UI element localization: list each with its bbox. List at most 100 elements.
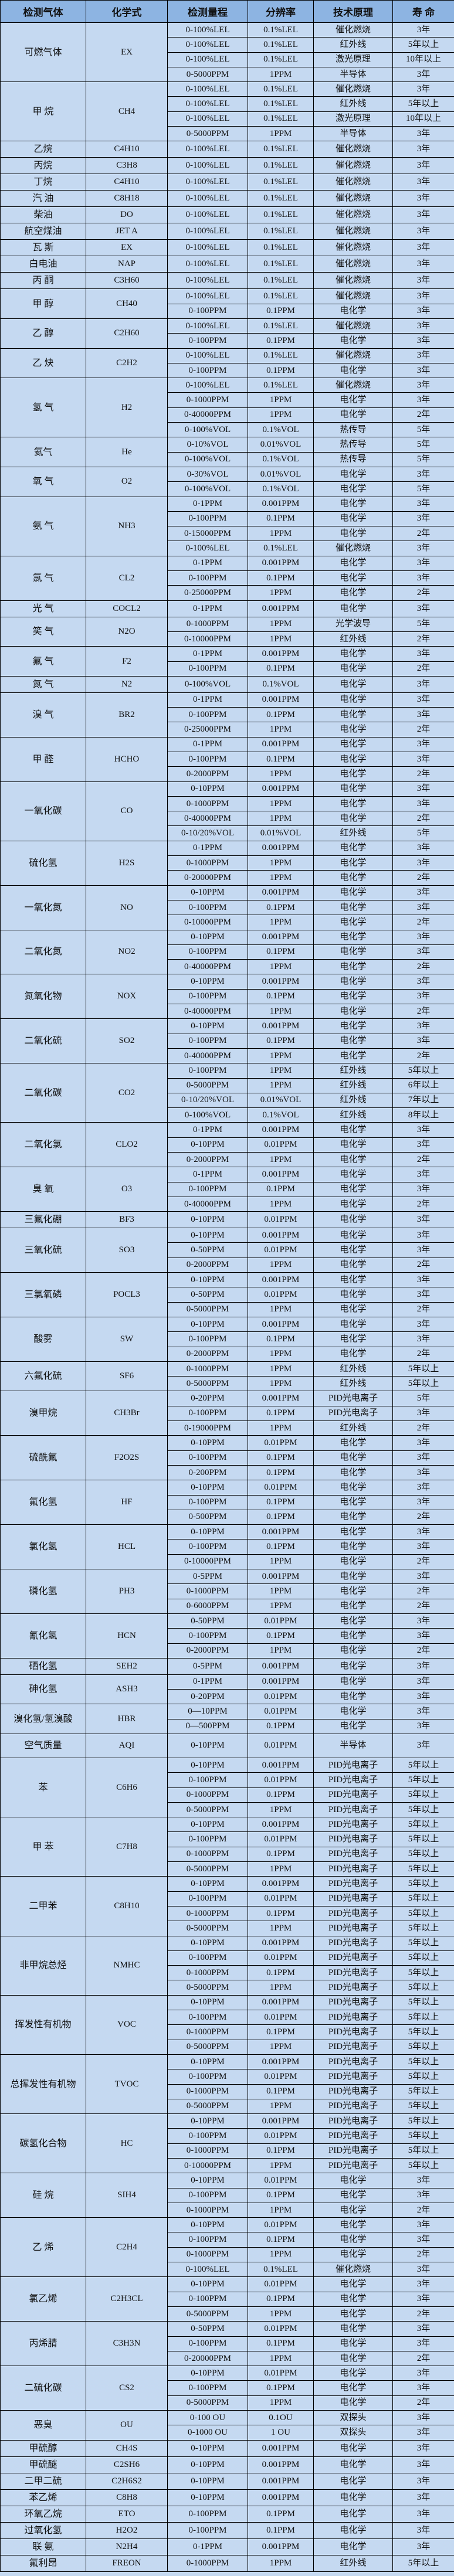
range-cell: 0-20PPM <box>167 1391 248 1406</box>
resolution-cell: 0.001PPM <box>248 1994 314 2011</box>
formula-cell: HC <box>86 2113 168 2174</box>
range-cell: 0-40000PPM <box>167 811 248 827</box>
table-row: 0-5000PPM 1PPM PID光电离子 5年以上 <box>1 2098 454 2115</box>
range-cell: 0-100PPM <box>167 1494 248 1510</box>
resolution-cell: 0.01PPM <box>248 2010 314 2026</box>
resolution-cell: 1PPM <box>248 1861 314 1877</box>
table-row: 氟利昂 FREON 0-1000PPM 1PPM 红外线 5年以上 <box>0 2554 454 2572</box>
range-cell: 0-20000PPM <box>167 2350 248 2367</box>
resolution-cell: 0.001PPM <box>248 1876 314 1892</box>
resolution-cell: 0.1PPM <box>248 707 314 723</box>
resolution-cell: 0.1%LEL <box>248 81 314 97</box>
table-row: 碳氢化合物 HC 0-10PPM 0.001PPM PID光电离子 5年以上 <box>0 2113 454 2174</box>
gas-name-cell: 丙烯腈 <box>0 2321 86 2367</box>
formula-cell: C2H4 <box>86 2217 168 2278</box>
table-row: 0-5000PPM 1PPM PID光电离子 5年以上 <box>1 1980 454 1996</box>
principle-cell: 电化学 <box>313 1480 393 1496</box>
principle-cell: 电化学 <box>313 1613 393 1629</box>
range-cell: 0-10PPM <box>167 1272 248 1288</box>
range-cell: 0-5000PPM <box>167 2098 248 2115</box>
lifespan-cell: 3年 <box>392 378 454 393</box>
gas-name-cell: 氮 气 <box>0 675 86 693</box>
principle-cell: 电化学 <box>313 2350 393 2367</box>
table-row: 氮 气 N2 0-100%VOL 0.1%VOL 电化学 3年 <box>0 675 454 693</box>
range-cell: 0-1000PPM <box>167 2202 248 2218</box>
resolution-cell: 0.1%LEL <box>248 157 314 175</box>
range-cell: 0-100PPM <box>167 303 248 319</box>
formula-cell: C4H10 <box>86 174 168 191</box>
resolution-cell: 0.01PPM <box>248 1480 314 1496</box>
formula-cell: HCHO <box>86 736 168 782</box>
formula-cell: C7H8 <box>86 1817 168 1877</box>
table-row: 0-40000PPM 1PPM 电化学 2年 <box>1 1196 454 1212</box>
formula-cell: SO3 <box>86 1228 168 1273</box>
table-row: 甲 烷 CH4 0-100%LEL 0.1%LEL 催化燃烧 3年 <box>0 81 454 142</box>
formula-cell: PH3 <box>86 1569 168 1614</box>
resolution-cell: 0.1PPM <box>248 1509 314 1525</box>
principle-cell: 电化学 <box>313 1450 393 1466</box>
range-cell: 0-40000PPM <box>167 1196 248 1212</box>
lifespan-cell: 3年 <box>392 1569 454 1585</box>
formula-cell: C8H8 <box>86 2489 168 2506</box>
range-cell: 0-10PPM <box>167 2276 248 2292</box>
range-cell: 0-100PPM <box>167 2505 248 2523</box>
resolution-cell: 1PPM <box>248 1346 314 1362</box>
principle-cell: PID光电离子 <box>313 1994 393 2011</box>
principle-cell: 电化学 <box>313 1494 393 1510</box>
principle-cell: 催化燃烧 <box>313 272 393 290</box>
range-cell: 0-5000PPM <box>167 2306 248 2322</box>
principle-cell: 催化燃烧 <box>313 318 393 334</box>
lifespan-cell: 2年 <box>392 585 454 601</box>
resolution-cell: 0.01PPM <box>248 2366 314 2381</box>
table-row: 环氧乙烷 ETO 0-100PPM 0.1PPM 电化学 3年 <box>0 2505 454 2523</box>
gas-name-cell: 丙烷 <box>0 157 86 175</box>
range-cell: 0-40000PPM <box>167 407 248 423</box>
principle-cell: 电化学 <box>313 407 393 423</box>
gas-name-cell: 氯化氢 <box>0 1524 86 1570</box>
gas-name-cell: 氯乙烯 <box>0 2276 86 2322</box>
range-cell: 0-1PPM <box>167 840 248 857</box>
principle-cell: 电化学 <box>313 1628 393 1644</box>
lifespan-cell: 5年以上 <box>392 2010 454 2026</box>
resolution-cell: 0.01PPM <box>248 1435 314 1451</box>
principle-cell: 红外线 <box>313 1063 393 1079</box>
gas-name-cell: 非甲烷总烃 <box>0 1935 86 1996</box>
table-row: 0-5000PPM 1PPM 红外线 6年以上 <box>1 1078 454 1093</box>
principle-cell: 电化学 <box>313 988 393 1005</box>
formula-cell: C2SH6 <box>86 2456 168 2473</box>
gas-name-cell: 二氧化氯 <box>0 1122 86 1168</box>
table-row: 乙烷 C4H10 0-100%LEL 0.1%LEL 催化燃烧 3年 <box>0 141 454 158</box>
resolution-cell: 0.1PPM <box>248 1846 314 1863</box>
header-range: 检测量程 <box>167 0 248 23</box>
formula-cell: VOC <box>86 1994 168 2055</box>
table-row: 0-100PPM 0.1PPM 电化学 3年 <box>1 362 454 379</box>
lifespan-cell: 3年 <box>392 496 454 512</box>
principle-cell: 电化学 <box>313 1643 393 1659</box>
resolution-cell: 0.1%LEL <box>248 378 314 393</box>
principle-cell: 激光原理 <box>313 52 393 67</box>
principle-cell: PID光电离子 <box>313 1772 393 1788</box>
range-cell: 0-1000PPM <box>167 1905 248 1922</box>
lifespan-cell: 3年 <box>392 885 454 900</box>
principle-cell: 电化学 <box>313 1004 393 1019</box>
range-cell: 0-100%LEL <box>167 37 248 53</box>
formula-cell: O2 <box>86 466 168 497</box>
lifespan-cell: 3年 <box>392 1494 454 1510</box>
table-row: 0-20000PPM 1PPM 电化学 2年 <box>1 870 454 886</box>
resolution-cell: 0.01PPM <box>248 2128 314 2144</box>
table-row: 总挥发性有机物 TVOC 0-10PPM 0.001PPM PID光电离子 5年以上 <box>0 2054 454 2115</box>
lifespan-cell: 3年 <box>392 2187 454 2203</box>
resolution-cell: 1PPM <box>248 616 314 632</box>
table-row: 乙 醇 C2H60 0-100%LEL 0.1%LEL 催化燃烧 3年 <box>0 318 454 349</box>
principle-cell: 电化学 <box>313 1331 393 1347</box>
table-row: 0-10000PPM 1PPM 红外线 2年 <box>1 631 454 647</box>
formula-cell: CO2 <box>86 1063 168 1123</box>
lifespan-cell: 5年以上 <box>392 1935 454 1951</box>
table-row: 汽 油 C8H18 0-100%LEL 0.1%LEL 催化燃烧 3年 <box>0 190 454 208</box>
range-cell: 0-100PPM <box>167 988 248 1005</box>
principle-cell: 电化学 <box>313 1657 393 1675</box>
lifespan-cell: 8年以上 <box>392 1107 454 1123</box>
range-cell: 0-5000PPM <box>167 2395 248 2411</box>
resolution-cell: 0.1PPM <box>248 2143 314 2159</box>
resolution-cell: 0.1PPM <box>248 1450 314 1466</box>
